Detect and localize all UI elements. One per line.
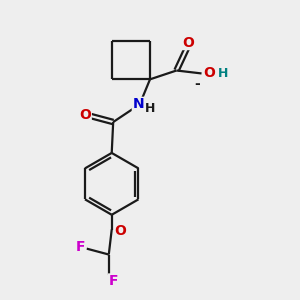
Text: O: O (182, 35, 194, 50)
Text: F: F (108, 274, 118, 288)
Text: O: O (115, 224, 127, 238)
Text: H: H (145, 102, 155, 115)
Text: -: - (194, 77, 200, 91)
Text: O: O (203, 66, 215, 80)
Text: N: N (132, 98, 144, 111)
Text: F: F (76, 240, 86, 254)
Text: H: H (218, 67, 228, 80)
Text: O: O (79, 108, 91, 122)
